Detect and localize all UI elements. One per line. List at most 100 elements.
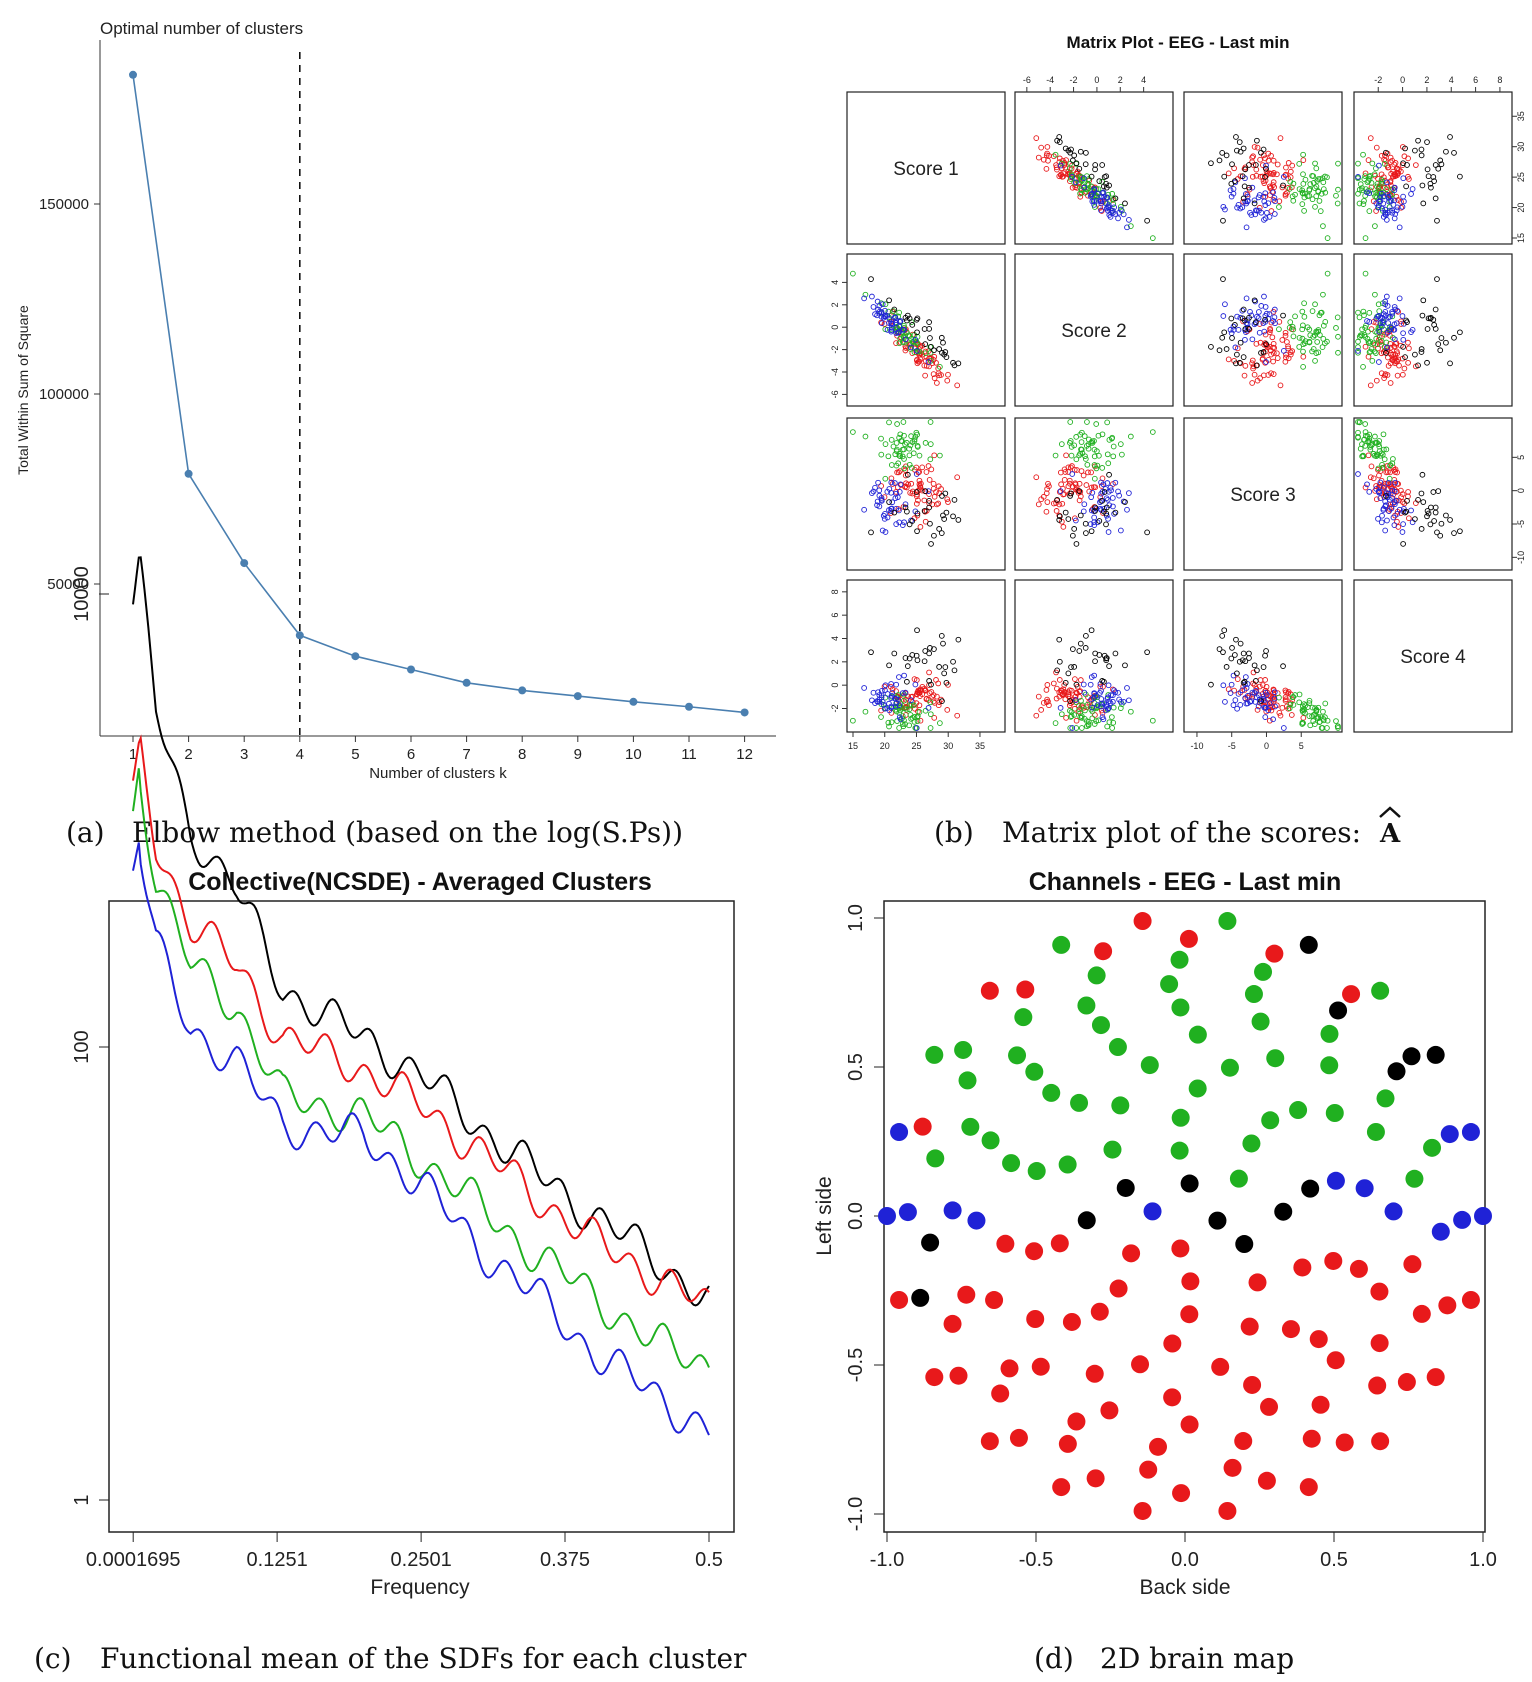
matrix-point bbox=[1076, 706, 1083, 713]
brain-channel-point bbox=[1426, 1045, 1445, 1064]
matrix-point bbox=[879, 301, 886, 308]
matrix-point bbox=[912, 705, 918, 712]
matrix-point bbox=[1249, 360, 1255, 367]
matrix-point bbox=[935, 500, 942, 507]
matrix-point bbox=[1078, 715, 1085, 721]
matrix-point bbox=[1290, 180, 1297, 187]
brain-channel-point bbox=[1320, 1024, 1339, 1043]
matrix-point bbox=[1300, 151, 1306, 158]
matrix-point bbox=[1103, 495, 1110, 502]
brain-channel-point bbox=[925, 1045, 944, 1064]
brain-channel-point bbox=[1000, 1359, 1019, 1378]
panel-a-xtick-label: 6 bbox=[407, 746, 415, 763]
matrix-point bbox=[1292, 191, 1298, 198]
matrix-point bbox=[1084, 702, 1091, 708]
matrix-point bbox=[1056, 513, 1063, 520]
matrix-point bbox=[1062, 145, 1069, 152]
matrix-point bbox=[1312, 705, 1318, 711]
matrix-point bbox=[1283, 354, 1289, 361]
matrix-point bbox=[1126, 490, 1132, 496]
brain-channel-point bbox=[1320, 1056, 1339, 1075]
matrix-point bbox=[1149, 717, 1156, 724]
matrix-point bbox=[1096, 178, 1103, 184]
matrix-point bbox=[1380, 320, 1387, 326]
matrix-point bbox=[1377, 452, 1384, 459]
brain-channel-point bbox=[1244, 985, 1263, 1004]
matrix-point bbox=[1249, 380, 1256, 386]
matrix-point bbox=[1307, 722, 1314, 729]
matrix-point bbox=[1094, 462, 1101, 469]
matrix-point bbox=[1374, 451, 1380, 458]
matrix-point bbox=[1043, 490, 1050, 497]
matrix-point bbox=[1105, 515, 1111, 522]
matrix-point bbox=[1251, 144, 1258, 150]
brain-channel-point bbox=[1077, 1211, 1096, 1230]
matrix-point bbox=[896, 309, 902, 316]
matrix-point bbox=[1118, 206, 1124, 213]
panel-a-point bbox=[240, 559, 249, 568]
matrix-point bbox=[1366, 208, 1373, 214]
matrix-point bbox=[1300, 703, 1306, 710]
matrix-point bbox=[1434, 529, 1440, 536]
brain-channel-point bbox=[1376, 1089, 1395, 1108]
matrix-point bbox=[878, 435, 884, 442]
brain-channel-point bbox=[1293, 1258, 1312, 1277]
matrix-point bbox=[1395, 481, 1401, 487]
brain-channel-point bbox=[961, 1117, 980, 1136]
brain-channel-point bbox=[1133, 1501, 1152, 1520]
matrix-point bbox=[954, 474, 961, 481]
matrix-point bbox=[1425, 510, 1432, 517]
matrix-cell bbox=[1353, 253, 1513, 407]
matrix-point bbox=[906, 333, 913, 340]
matrix-point bbox=[1279, 337, 1286, 343]
matrix-point bbox=[1451, 530, 1457, 536]
matrix-point bbox=[889, 499, 896, 506]
matrix-point bbox=[931, 452, 938, 459]
matrix-point bbox=[937, 452, 943, 459]
matrix-point bbox=[1279, 704, 1286, 711]
matrix-point bbox=[862, 433, 869, 440]
matrix-point bbox=[1260, 682, 1266, 688]
matrix-point bbox=[1300, 353, 1307, 360]
matrix-point bbox=[1088, 494, 1095, 501]
matrix-point bbox=[1225, 356, 1232, 363]
brain-channel-point bbox=[1009, 1428, 1028, 1447]
matrix-tick-label: 30 bbox=[943, 741, 953, 751]
matrix-point bbox=[1078, 439, 1085, 445]
panel-c-xtick-label: 0.2501 bbox=[391, 1549, 452, 1571]
matrix-point bbox=[927, 441, 934, 447]
matrix-point bbox=[1077, 710, 1083, 716]
matrix-point bbox=[1270, 358, 1276, 365]
matrix-point bbox=[1073, 541, 1080, 547]
matrix-point bbox=[926, 319, 932, 326]
panel-a-xtick-label: 3 bbox=[240, 746, 248, 763]
brain-channel-point bbox=[1265, 944, 1284, 963]
matrix-point bbox=[906, 461, 913, 468]
matrix-point bbox=[1056, 677, 1063, 683]
matrix-point bbox=[1274, 350, 1280, 357]
matrix-point bbox=[1227, 187, 1234, 194]
matrix-point bbox=[1109, 714, 1115, 720]
matrix-point bbox=[1260, 146, 1267, 153]
matrix-point bbox=[951, 362, 958, 369]
matrix-point bbox=[945, 371, 951, 378]
matrix-point bbox=[912, 681, 919, 688]
brain-channel-point bbox=[943, 1201, 962, 1220]
matrix-point bbox=[1385, 354, 1391, 361]
matrix-point bbox=[1062, 469, 1069, 475]
matrix-point bbox=[1044, 682, 1051, 688]
matrix-point bbox=[1266, 329, 1273, 336]
matrix-point bbox=[1379, 205, 1385, 212]
matrix-point bbox=[934, 693, 940, 700]
matrix-point bbox=[1272, 198, 1278, 205]
matrix-point bbox=[1322, 189, 1329, 196]
matrix-point bbox=[1073, 717, 1080, 724]
panel-c-ytick-label: 1 bbox=[71, 1494, 93, 1505]
matrix-point bbox=[1457, 528, 1463, 535]
matrix-point bbox=[1073, 697, 1079, 703]
matrix-point bbox=[1253, 319, 1259, 326]
brain-channel-point bbox=[1234, 1432, 1253, 1451]
matrix-point bbox=[1276, 204, 1282, 210]
matrix-point bbox=[1262, 318, 1269, 325]
matrix-point bbox=[1122, 200, 1128, 207]
